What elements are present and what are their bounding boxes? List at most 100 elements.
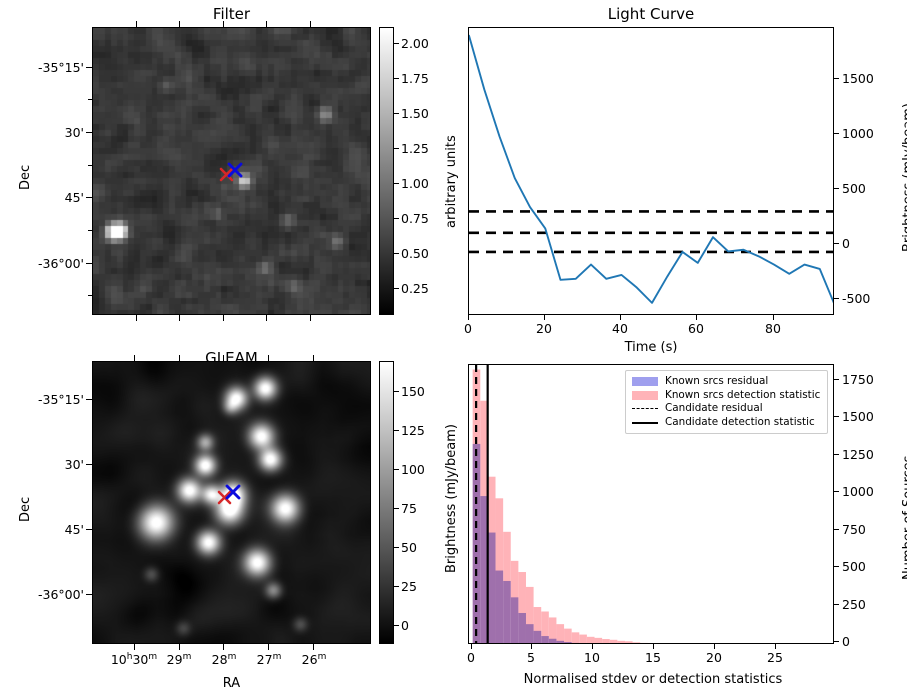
filter-cbtick-4: 1.25	[401, 141, 429, 156]
histogram-bar	[480, 496, 488, 643]
gleam-marker	[225, 484, 241, 500]
histogram-bar	[556, 640, 565, 643]
legend-row-3: Candidate detection statistic	[632, 416, 821, 430]
gleam-image	[92, 361, 371, 644]
filter-cbtick-3: 1.00	[401, 176, 429, 191]
gleam-cbtick-5: 125	[401, 423, 425, 438]
lc-ytick-0: 0	[842, 236, 850, 251]
filter-image	[92, 27, 371, 315]
gleam-ytick-3: -36°00'	[37, 587, 84, 602]
histogram-bar	[541, 611, 549, 643]
histogram-bar	[556, 624, 565, 643]
filter-ytick-1: 30'	[64, 125, 84, 140]
lc-ytick-1500: 1500	[842, 71, 874, 86]
legend-label-3: Candidate detection statistic	[665, 415, 815, 428]
histogram-bar	[548, 617, 557, 643]
gleam-cbtick-3: 75	[401, 501, 417, 516]
hist-xtick-2: 10	[584, 650, 600, 665]
filter-cbtick-6: 1.75	[401, 71, 429, 86]
histogram-bar	[510, 597, 519, 643]
gleam-xtick-1: 29m	[166, 652, 192, 668]
gleam-cbtick-1: 25	[401, 579, 417, 594]
gleam-xtick-2: 28m	[211, 652, 237, 668]
filter-panel-title: Filter	[212, 5, 251, 23]
filter-cbtick-7: 2.00	[401, 36, 429, 51]
legend-row-1: Known srcs detection statistic	[632, 389, 821, 403]
light-curve-axes	[468, 27, 834, 315]
lc-xtick-0: 0	[464, 321, 472, 336]
histogram-bar	[586, 636, 595, 643]
filter-ylabel: Dec	[18, 164, 33, 190]
histogram-bar	[624, 641, 633, 643]
gleam-marker	[227, 162, 243, 178]
legend-swatch-candidate-detection	[632, 418, 658, 427]
gleam-markers-overlay	[217, 484, 241, 505]
hist-xtick-3: 15	[645, 650, 661, 665]
filter-colorbar	[379, 27, 394, 315]
legend-swatch-known-srcs-detection	[632, 390, 658, 400]
legend-label-0: Known srcs residual	[665, 375, 769, 387]
gleam-ylabel: Dec	[18, 496, 33, 522]
histogram-bar	[564, 628, 572, 643]
histogram-bar	[503, 580, 511, 643]
lc-xtick-3: 60	[688, 321, 704, 336]
light-curve-title: Light Curve	[607, 5, 695, 23]
histogram-bar	[518, 612, 526, 643]
gleam-xtick-3: 27m	[256, 652, 282, 668]
hist-xtick-0: 0	[467, 650, 475, 665]
hist-xtick-4: 20	[706, 650, 722, 665]
histogram-ylabel: Number of Sources	[901, 455, 907, 580]
histogram-bar	[579, 634, 587, 643]
histogram-bar	[602, 639, 610, 643]
histogram-bar	[518, 572, 526, 643]
gleam-ytick-0: -35°15'	[37, 392, 84, 407]
hist-ytick-0: 0	[842, 634, 850, 649]
histogram-bar	[525, 586, 534, 643]
gleam-colorbar-label: Brightness (mJy/beam)	[444, 424, 459, 573]
histogram-bar	[617, 640, 625, 643]
filter-cbtick-2: 0.75	[401, 211, 429, 226]
histogram-bar	[541, 636, 549, 643]
light-curve-ylabel: Brightness (mJy/beam)	[901, 103, 907, 252]
gleam-cbtick-2: 50	[401, 540, 417, 555]
histogram-bar	[609, 639, 618, 643]
histogram-bar	[495, 570, 504, 643]
candidate-marker	[219, 167, 234, 182]
legend-row-0: Known srcs residual	[632, 375, 821, 389]
histogram-bar	[487, 532, 496, 643]
histogram-bar	[571, 632, 580, 643]
filter-markers-overlay	[219, 162, 243, 182]
histogram-bar	[548, 638, 557, 643]
histogram-bar	[472, 443, 481, 643]
hist-ytick-1000: 1000	[842, 484, 874, 499]
gleam-ytick-2: 45'	[64, 522, 84, 537]
histogram-bar	[525, 624, 534, 643]
legend-swatch-candidate-residual	[632, 404, 658, 413]
legend-label-1: Known srcs detection statistic	[665, 388, 821, 401]
histogram-bar	[533, 607, 542, 643]
histogram-bar	[640, 642, 648, 643]
legend-swatch-known-srcs-residual	[632, 377, 658, 387]
filter-colorbar-label: arbitrary units	[444, 135, 459, 228]
gleam-xlabel: RA	[222, 676, 241, 691]
filter-ytick-3: -36°00'	[37, 256, 84, 271]
lc-xtick-2: 40	[612, 321, 628, 336]
gleam-xtick-0: 10h30m	[110, 652, 158, 668]
gleam-xtick-4: 26m	[301, 652, 327, 668]
histogram-series-known-srcs-residual	[472, 443, 580, 643]
lc-xtick-1: 20	[536, 321, 552, 336]
hist-ytick-1500: 1500	[842, 409, 874, 424]
filter-cbtick-0: 0.25	[401, 281, 429, 296]
filter-ytick-0: -35°15'	[37, 60, 84, 75]
filter-ytick-2: 45'	[64, 190, 84, 205]
histogram-bar	[594, 637, 603, 643]
legend-row-2: Candidate residual	[632, 402, 821, 416]
hist-xtick-5: 25	[767, 650, 783, 665]
gleam-ytick-1: 30'	[64, 457, 84, 472]
filter-cbtick-1: 0.50	[401, 246, 429, 261]
hist-ytick-250: 250	[842, 597, 866, 612]
gleam-cbtick-4: 100	[401, 462, 425, 477]
histogram-bar	[564, 642, 572, 643]
histogram-bar	[632, 642, 641, 643]
